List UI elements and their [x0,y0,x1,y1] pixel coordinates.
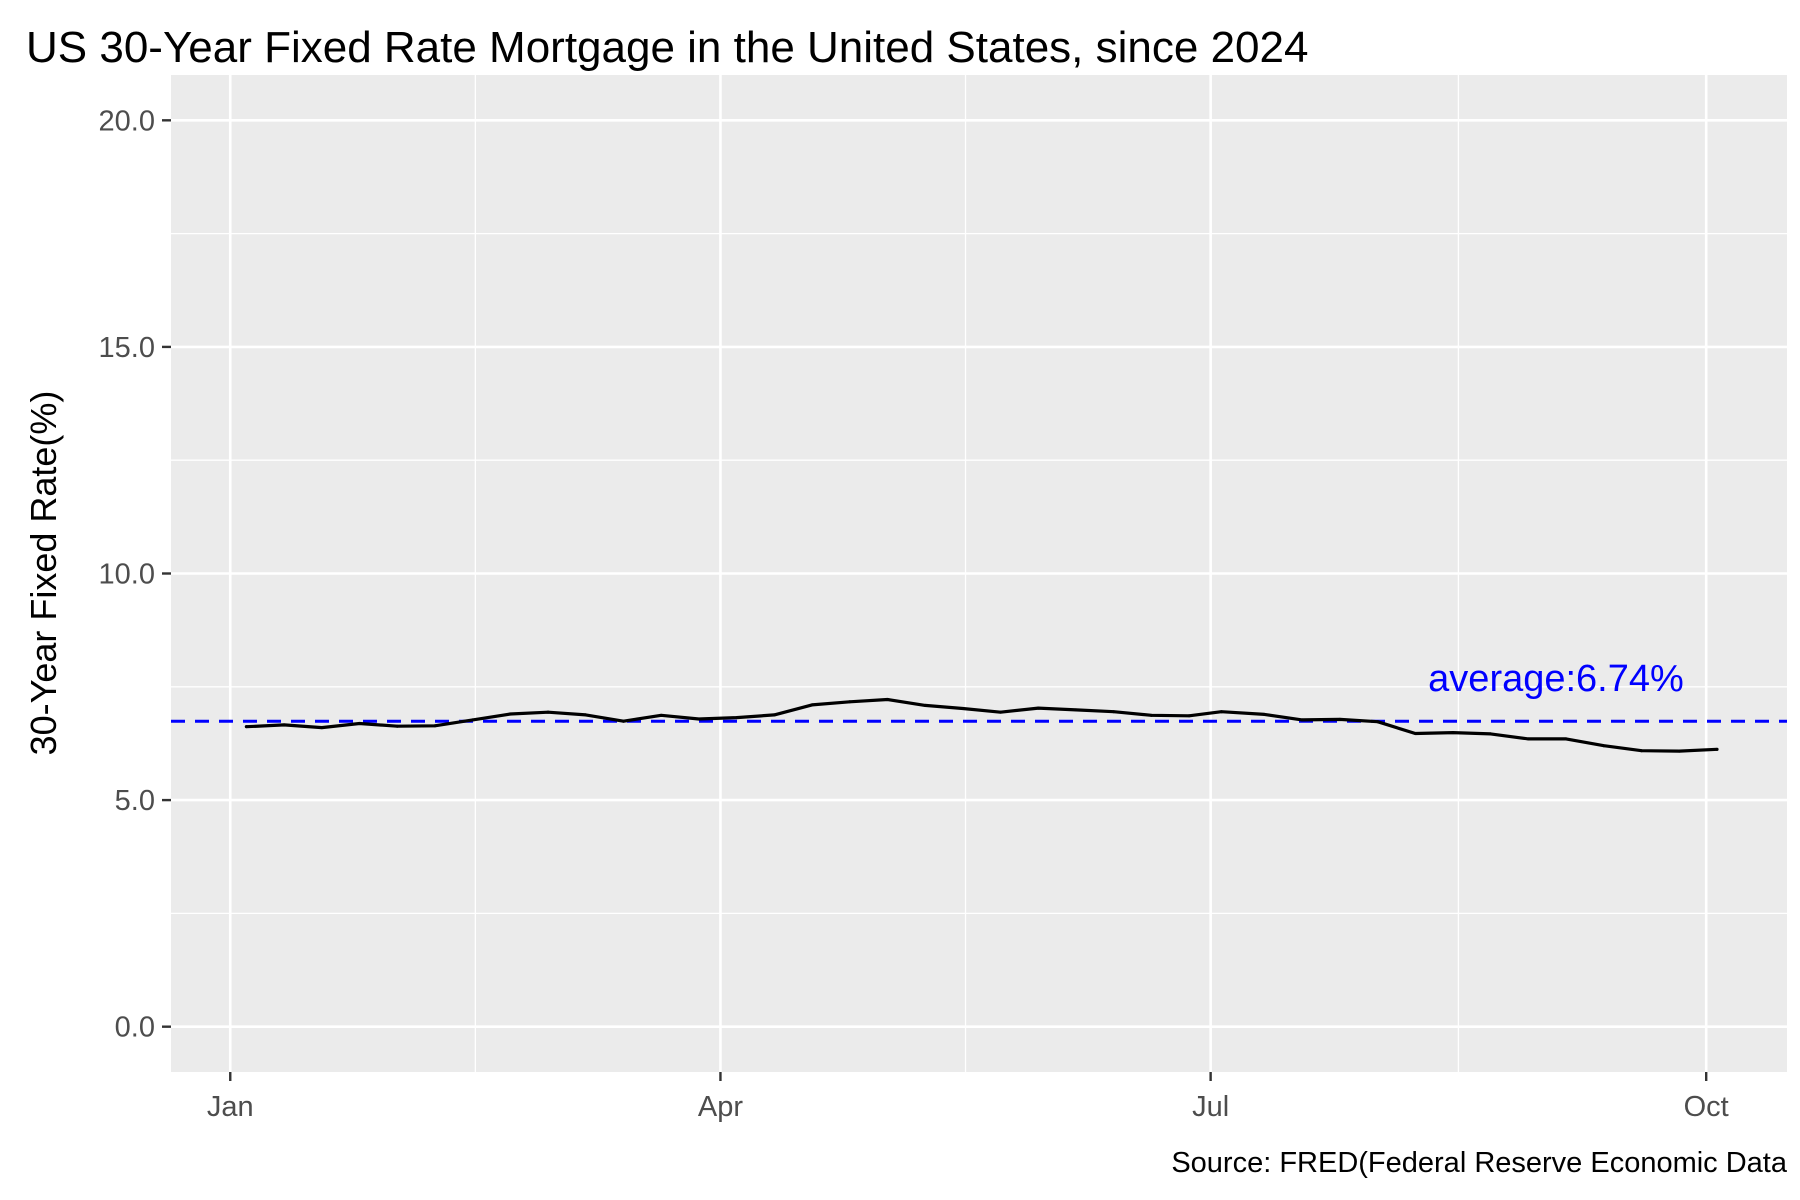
data-point [546,710,550,714]
x-tick-label: Jul [1192,1091,1229,1123]
major-gridlines [171,75,1787,1072]
data-point [1602,744,1606,748]
data-point [999,710,1003,714]
data-point [735,716,739,720]
data-point [471,718,475,722]
chart-title: US 30-Year Fixed Rate Mortgage in the Un… [26,23,1308,72]
data-point [1074,708,1078,712]
data-point [282,723,286,727]
data-point [1640,749,1644,753]
x-tick-label: Oct [1684,1091,1729,1123]
series-group [244,697,1719,753]
series-line [244,697,1719,753]
y-axis-label: 30-Year Fixed Rate(%) [23,391,64,756]
data-point [1300,718,1304,722]
data-point [697,717,701,721]
data-point [1262,712,1266,716]
x-tick-label: Apr [698,1091,743,1123]
y-tick-label: 15.0 [99,332,155,364]
data-point [320,726,324,730]
data-point [1451,731,1455,735]
average-label: average:6.74% [1428,658,1684,700]
data-point [885,697,889,701]
data-point [1036,706,1040,710]
data-point [1489,732,1493,736]
y-tick-label: 10.0 [99,559,155,591]
data-point [1715,747,1719,751]
data-point [395,724,399,728]
source-caption: Source: FRED(Federal Reserve Economic Da… [1171,1147,1788,1179]
x-axis: Jan Apr Jul Oct [207,1072,1729,1123]
data-point [1526,737,1530,741]
data-point [1677,749,1681,753]
x-tick-label: Jan [207,1091,254,1123]
y-axis: 0.0 5.0 10.0 15.0 20.0 [99,105,171,1044]
data-point [358,722,362,726]
data-point [244,725,248,729]
data-point [659,713,663,717]
data-point [1149,713,1153,717]
data-point [1219,710,1223,714]
data-point [1112,710,1116,714]
y-tick-label: 20.0 [99,105,155,137]
y-tick-label: 5.0 [115,785,155,817]
data-point [848,700,852,704]
data-point [810,703,814,707]
data-point [772,713,776,717]
data-point [1187,714,1191,718]
data-point [621,719,625,723]
data-point [1376,720,1380,724]
data-point [433,724,437,728]
data-point [1413,731,1417,735]
data-point [584,713,588,717]
data-point [1338,717,1342,721]
data-point [923,703,927,707]
y-tick-label: 0.0 [115,1012,155,1044]
data-point [508,712,512,716]
data-point [1564,737,1568,741]
data-point [961,707,965,711]
